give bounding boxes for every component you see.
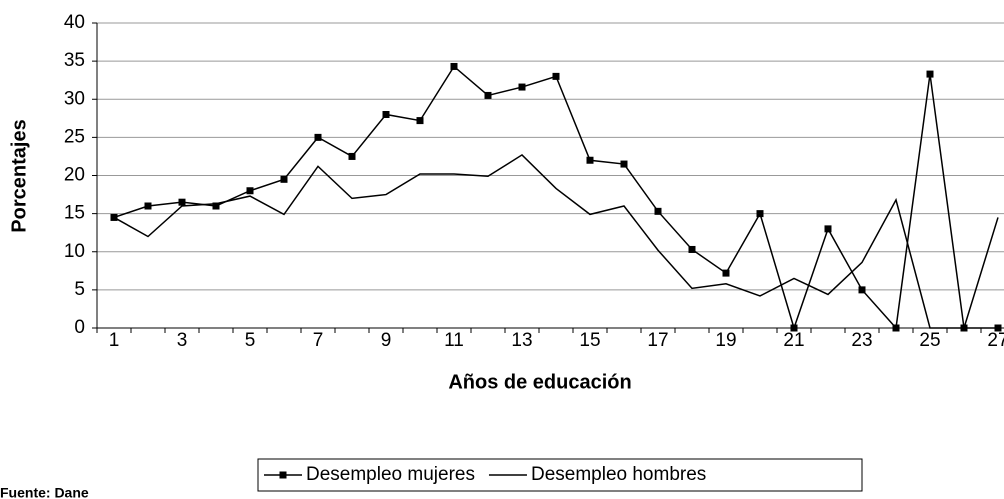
point-marker bbox=[926, 70, 934, 78]
source-note: Fuente: Dane bbox=[0, 485, 89, 499]
point-marker bbox=[586, 156, 594, 164]
point-marker bbox=[382, 111, 390, 118]
x-axis-title: Años de educación bbox=[448, 371, 631, 393]
point-marker bbox=[994, 324, 1002, 332]
series-line bbox=[113, 153, 999, 329]
point-marker bbox=[144, 202, 152, 210]
point-marker bbox=[518, 83, 526, 91]
legend-label: Desempleo mujeres bbox=[306, 464, 475, 485]
legend-label: Desempleo hombres bbox=[531, 464, 706, 485]
point-marker bbox=[280, 175, 288, 183]
point-marker bbox=[212, 202, 220, 210]
y-tick-label: 15 bbox=[64, 203, 85, 224]
x-tick-label: 21 bbox=[783, 330, 804, 351]
y-tick-label: 40 bbox=[64, 12, 85, 33]
x-tick-label: 3 bbox=[177, 330, 188, 351]
y-axis-title: Porcentajes bbox=[8, 119, 30, 232]
point-marker bbox=[620, 160, 628, 168]
x-tick-label: 5 bbox=[245, 330, 256, 351]
legend-marker bbox=[279, 471, 287, 479]
x-tick-label: 23 bbox=[851, 330, 872, 351]
point-marker bbox=[722, 269, 730, 277]
point-marker bbox=[246, 187, 254, 195]
x-tick-label: 15 bbox=[579, 330, 600, 351]
x-tick-label: 11 bbox=[444, 330, 464, 351]
x-tick-label: 27 bbox=[987, 330, 1004, 351]
x-tick-label: 19 bbox=[715, 330, 736, 351]
x-tick-label: 9 bbox=[381, 330, 392, 351]
y-tick-label: 25 bbox=[64, 126, 85, 147]
point-marker bbox=[450, 62, 458, 70]
point-marker bbox=[416, 117, 424, 125]
point-marker bbox=[892, 324, 900, 332]
point-marker bbox=[484, 91, 492, 99]
x-tick-label: 1 bbox=[109, 330, 120, 351]
y-tick-label: 20 bbox=[64, 165, 85, 186]
point-marker bbox=[552, 72, 560, 80]
point-marker bbox=[314, 133, 322, 141]
point-marker bbox=[790, 324, 798, 332]
point-marker bbox=[654, 207, 662, 215]
y-tick-label: 35 bbox=[64, 50, 85, 71]
point-marker bbox=[756, 210, 764, 218]
point-marker bbox=[824, 225, 832, 233]
x-tick-label: 17 bbox=[647, 330, 668, 351]
y-tick-label: 30 bbox=[64, 88, 85, 109]
point-marker bbox=[858, 286, 866, 294]
point-marker bbox=[348, 152, 356, 160]
y-tick-label: 10 bbox=[64, 241, 85, 262]
point-marker bbox=[688, 245, 696, 253]
x-tick-label: 13 bbox=[511, 330, 532, 351]
y-tick-label: 5 bbox=[74, 279, 85, 300]
x-tick-label: 7 bbox=[313, 330, 324, 351]
x-tick-label: 25 bbox=[919, 330, 940, 351]
legend-box bbox=[257, 458, 863, 492]
y-tick-label: 0 bbox=[74, 317, 85, 338]
point-marker bbox=[178, 198, 186, 206]
